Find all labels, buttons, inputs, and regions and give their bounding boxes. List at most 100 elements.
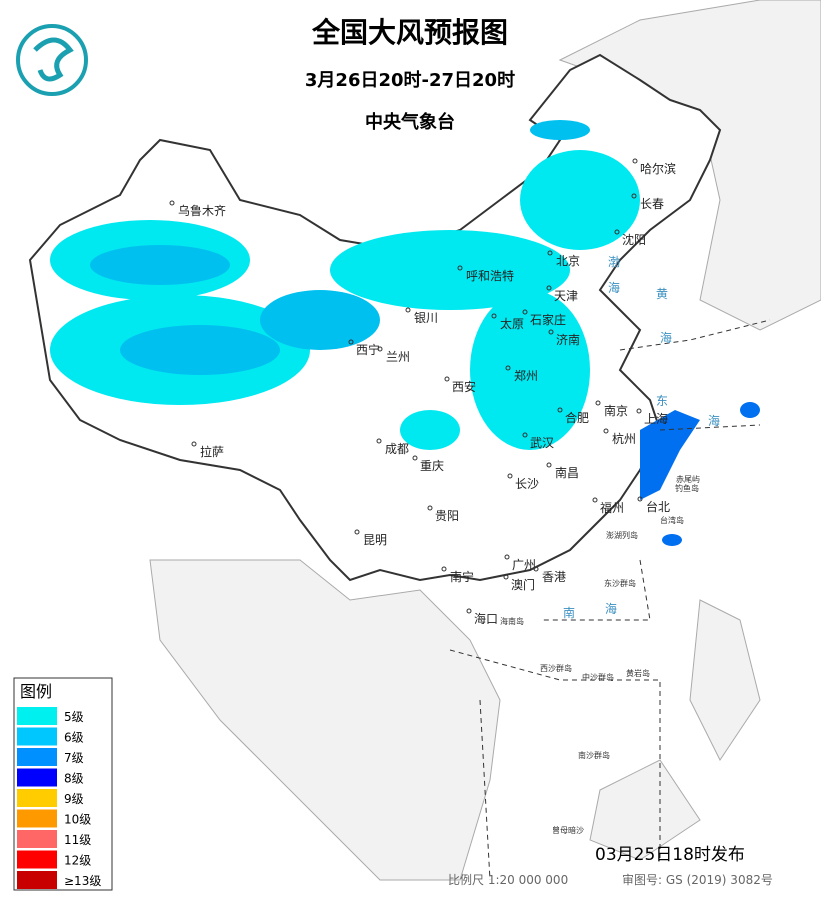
city-label: 兰州 xyxy=(386,350,410,364)
legend-swatch xyxy=(17,707,57,725)
city-label: 上海 xyxy=(644,411,668,426)
legend-label: 11级 xyxy=(64,833,91,847)
city-dot xyxy=(377,346,383,352)
city-dot xyxy=(603,428,609,434)
city-label: 南宁 xyxy=(450,569,474,584)
sea-label: 海 xyxy=(608,280,620,295)
city-label: 北京 xyxy=(556,254,580,268)
legend-swatch xyxy=(17,809,57,828)
city-dot xyxy=(376,438,382,444)
city-label: 太原 xyxy=(500,316,524,331)
city-dot xyxy=(507,473,513,479)
city-dot xyxy=(547,250,553,256)
city-label: 台北 xyxy=(646,499,670,514)
city-dot xyxy=(557,407,563,413)
city-label: 武汉 xyxy=(530,436,554,450)
city-label: 广州 xyxy=(512,558,536,572)
city-dot xyxy=(592,497,598,503)
city-label: 重庆 xyxy=(420,459,444,473)
city-label: 乌鲁木齐 xyxy=(178,203,226,218)
logo-mark xyxy=(33,37,74,82)
place-label: 海南岛 xyxy=(500,616,524,626)
place-label: 中沙群岛 xyxy=(582,672,614,682)
city-label: 澳门 xyxy=(511,577,535,592)
place-label: 赤尾屿 xyxy=(676,475,700,484)
sea-label: 东 xyxy=(656,394,668,408)
place-label: 曾母暗沙 xyxy=(552,825,584,835)
legend-label: 9级 xyxy=(64,792,84,806)
city-label: 长沙 xyxy=(515,477,539,491)
city-dot xyxy=(444,376,450,382)
city-dot xyxy=(191,441,197,447)
scale: 比例尺 1:20 000 000 xyxy=(448,873,568,887)
city-dot xyxy=(636,408,642,414)
city-dot xyxy=(457,265,463,271)
city-dot xyxy=(504,554,510,560)
city-dot xyxy=(491,313,497,319)
city-label: 呼和浩特 xyxy=(466,268,514,283)
place-label: 钓鱼岛 xyxy=(675,483,699,493)
legend-label: 8级 xyxy=(64,772,84,786)
sea-label: 海 xyxy=(605,601,617,616)
issued: 03月25日18时发布 xyxy=(595,845,745,865)
sea-label: 南 xyxy=(563,605,575,620)
city-label: 郑州 xyxy=(514,368,538,383)
city-label: 银川 xyxy=(414,311,438,325)
city-dot xyxy=(354,529,360,535)
city-dot xyxy=(548,329,554,335)
issuer: 中央气象台 xyxy=(365,111,455,133)
city-label: 西安 xyxy=(452,379,476,394)
place-label: 台湾岛 xyxy=(660,515,684,525)
city-label: 哈尔滨 xyxy=(640,161,676,176)
sea-boundaries xyxy=(449,319,771,881)
city-dot xyxy=(546,285,552,291)
legend-label: 7级 xyxy=(64,751,84,765)
wind-areas xyxy=(50,120,760,546)
legend-swatch xyxy=(17,727,57,746)
legend-swatch xyxy=(17,748,57,766)
city-label: 沈阳 xyxy=(622,232,646,247)
city-label: 西宁 xyxy=(356,342,380,357)
city-label: 南京 xyxy=(604,403,628,418)
logo xyxy=(16,24,88,96)
city-label: 福州 xyxy=(600,500,624,515)
legend-label: 10级 xyxy=(64,813,91,827)
city-label: 合肥 xyxy=(565,410,589,425)
legend-swatch xyxy=(17,768,57,787)
city-label: 昆明 xyxy=(363,533,387,547)
place-label: 南沙群岛 xyxy=(578,750,610,760)
city-dot xyxy=(632,158,638,164)
place-label: 东沙群岛 xyxy=(604,578,636,588)
city-dot xyxy=(595,400,601,406)
city-dot xyxy=(405,307,411,313)
legend-swatch xyxy=(17,830,57,848)
city-label: 天津 xyxy=(554,289,578,303)
city-label: 南昌 xyxy=(555,465,579,480)
city-label: 济南 xyxy=(556,332,580,347)
legend-swatch xyxy=(17,789,57,807)
city-dot xyxy=(505,365,511,371)
city-label: 香港 xyxy=(542,570,566,584)
city-label: 贵阳 xyxy=(435,509,459,523)
place-label: 西沙群岛 xyxy=(540,663,572,673)
sea-label: 海 xyxy=(660,330,672,345)
city-dot xyxy=(631,193,637,199)
city-label: 成都 xyxy=(385,442,409,456)
city-dot xyxy=(348,339,354,345)
city-dot xyxy=(637,496,643,502)
city-dot xyxy=(614,229,620,235)
city-dot xyxy=(427,505,433,511)
legend-swatch xyxy=(17,871,57,889)
city-label: 石家庄 xyxy=(530,312,566,327)
city-dot xyxy=(533,566,539,572)
city-label: 长春 xyxy=(640,197,664,211)
legend-label: 5级 xyxy=(64,710,84,724)
period: 3月26日20时-27日20时 xyxy=(305,70,515,91)
city-dot xyxy=(503,574,509,580)
city-dot xyxy=(169,200,175,206)
legend-title: 图例 xyxy=(20,682,52,701)
place-label: 黄岩岛 xyxy=(626,668,650,678)
review-number: 审图号: GS (2019) 3082号 xyxy=(622,872,773,887)
